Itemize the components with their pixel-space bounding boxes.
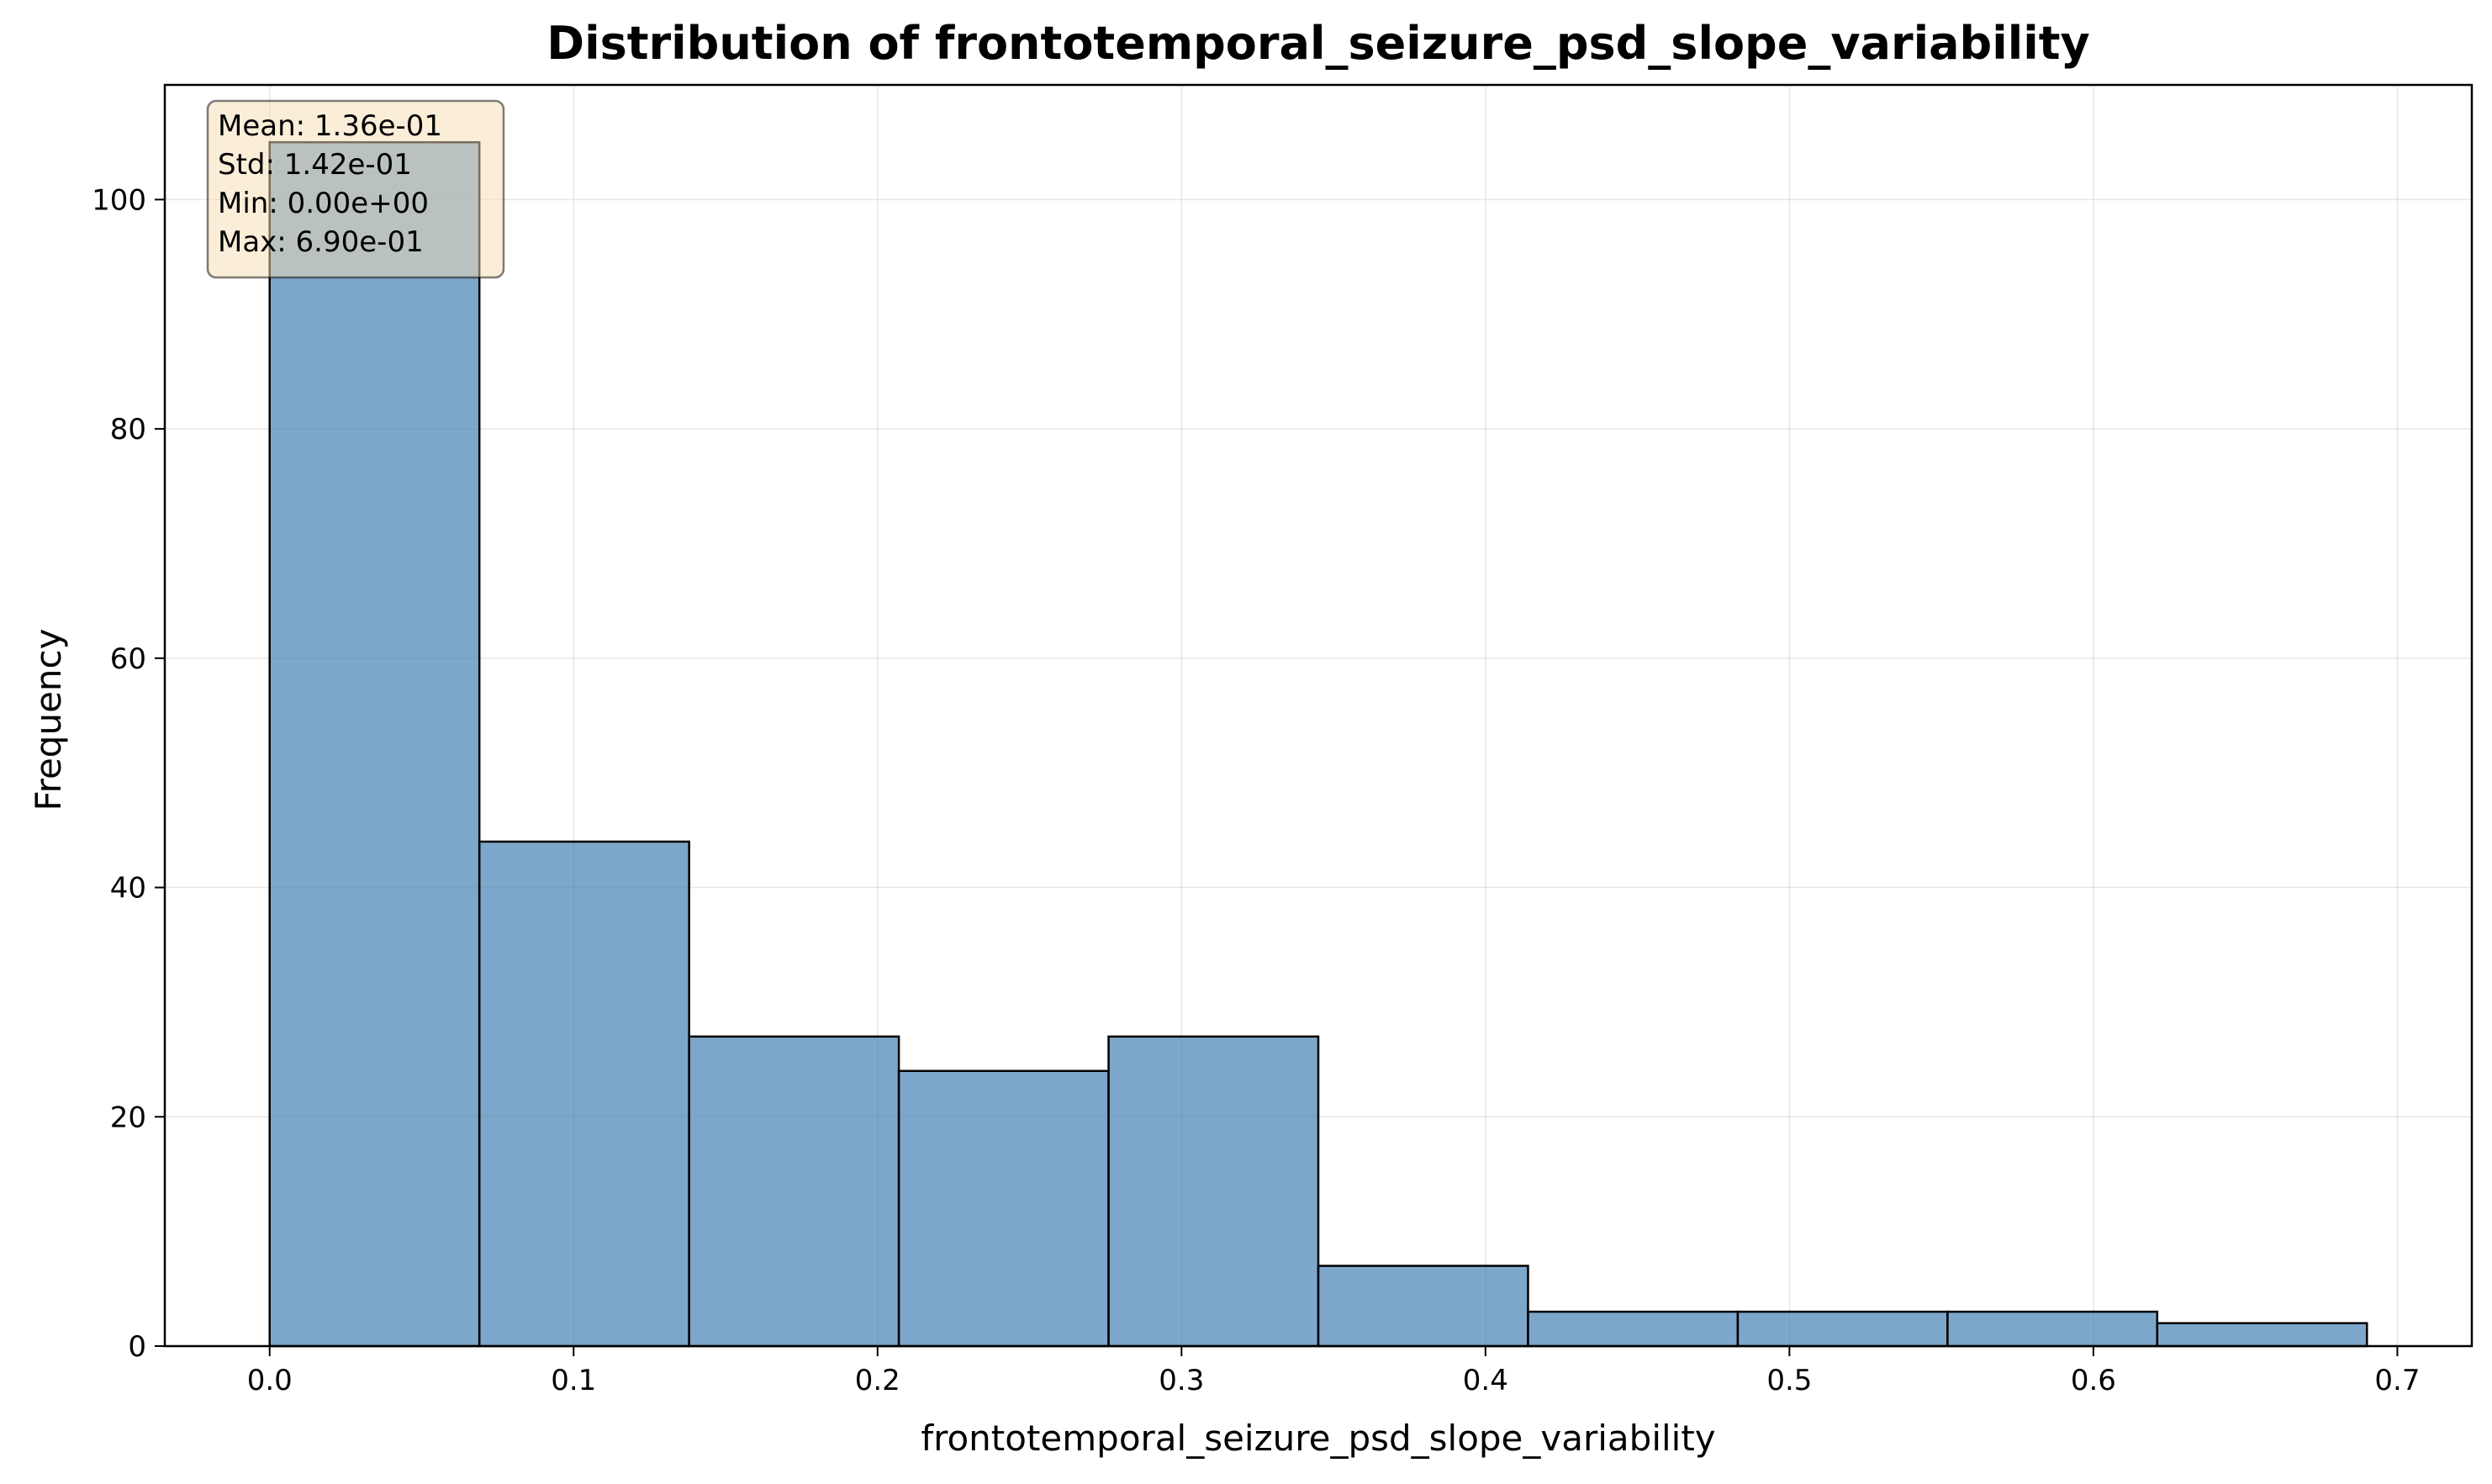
stats-line-1: Std: 1.42e-01 <box>218 148 412 182</box>
histogram-bar-2 <box>688 1035 900 1348</box>
x-axis-label: frontotemporal_seizure_psd_slope_variabi… <box>921 1418 1715 1459</box>
histogram-bar-8 <box>1946 1310 2159 1348</box>
chart-title: Distribution of frontotemporal_seizure_p… <box>546 17 2090 70</box>
y-tick-label-1: 20 <box>110 1101 146 1134</box>
histogram-bar-7 <box>1736 1310 1949 1348</box>
stats-line-3: Max: 6.90e-01 <box>218 225 424 259</box>
histogram-bar-1 <box>478 840 690 1348</box>
y-axis-label: Frequency <box>28 629 69 811</box>
histogram-bar-5 <box>1317 1265 1529 1348</box>
x-axis-ticks: 0.0 0.1 0.2 0.3 0.4 0.5 0.6 0.7 <box>247 1346 2420 1397</box>
histogram-bar-4 <box>1107 1035 1320 1348</box>
histogram-bar-6 <box>1527 1310 1740 1348</box>
histogram-bars <box>268 140 2368 1348</box>
stats-box-background <box>206 99 505 279</box>
histogram-bar-0 <box>268 140 481 1348</box>
y-tick-label-4: 80 <box>110 413 146 446</box>
stats-box: Mean: 1.36e-01 Std: 1.42e-01 Min: 0.00e+00… <box>206 99 505 279</box>
stats-line-2: Min: 0.00e+00 <box>218 187 429 220</box>
plot-frame <box>163 83 2474 1348</box>
stats-line-0: Mean: 1.36e-01 <box>218 109 442 143</box>
y-tick-label-5: 100 <box>92 183 146 217</box>
x-tick-label-1: 0.1 <box>551 1364 596 1397</box>
y-tick-label-2: 40 <box>110 872 146 906</box>
stats-lines: Mean: 1.36e-01 Std: 1.42e-01 Min: 0.00e+00… <box>218 109 442 259</box>
y-tick-label-3: 60 <box>110 642 146 676</box>
y-tick-label-0: 0 <box>128 1330 146 1364</box>
x-tick-label-6: 0.6 <box>2071 1364 2116 1397</box>
x-tick-label-3: 0.3 <box>1159 1364 1204 1397</box>
x-tick-label-0: 0.0 <box>247 1364 293 1397</box>
x-tick-label-5: 0.5 <box>1766 1364 1812 1397</box>
histogram-bar-9 <box>2156 1322 2368 1348</box>
x-tick-label-2: 0.2 <box>855 1364 900 1397</box>
histogram-bar-3 <box>897 1069 1110 1348</box>
x-tick-label-7: 0.7 <box>2374 1364 2420 1397</box>
x-tick-label-4: 0.4 <box>1463 1364 1508 1397</box>
y-axis-ticks: 0 20 40 60 80 100 <box>92 183 165 1364</box>
